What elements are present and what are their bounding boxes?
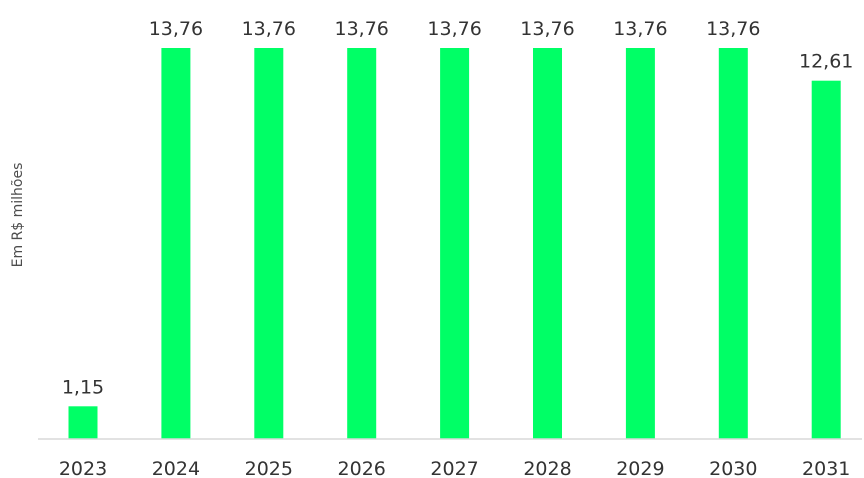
- bar-2024: [161, 48, 191, 439]
- x-tick-label-2023: 2023: [59, 458, 107, 478]
- bars-layer: [68, 48, 841, 439]
- data-label-2024: 13,76: [149, 18, 203, 40]
- bar-2025: [254, 48, 284, 439]
- y-axis-title: Em R$ milhões: [10, 163, 26, 268]
- x-tick-label-2027: 2027: [430, 458, 478, 478]
- x-tick-label-2026: 2026: [338, 458, 386, 478]
- data-label-2025: 13,76: [242, 18, 296, 40]
- labels-layer: 1,15 13,76 13,76 13,76 13,76 13,76 13,76 13,76 1…: [62, 18, 854, 398]
- data-label-2029: 13,76: [613, 18, 667, 40]
- x-tick-label-2030: 2030: [709, 458, 757, 478]
- data-label-2026: 13,76: [334, 18, 388, 40]
- data-label-2028: 13,76: [520, 18, 574, 40]
- bar-2026: [347, 48, 377, 439]
- bar-2028: [533, 48, 562, 439]
- data-label-2030: 13,76: [706, 18, 760, 40]
- data-label-2027: 13,76: [427, 18, 481, 40]
- data-label-2023: 1,15: [62, 376, 104, 398]
- bar-2029: [625, 48, 655, 439]
- bar-2023: [68, 406, 98, 439]
- x-tick-labels: 2023 2024 2025 2026 2027 2028 2029 2030 2031: [59, 458, 851, 478]
- x-tick-label-2029: 2029: [616, 458, 664, 478]
- x-tick-label-2031: 2031: [802, 458, 850, 478]
- x-tick-label-2024: 2024: [152, 458, 200, 478]
- bar-2027: [440, 48, 470, 439]
- x-tick-label-2025: 2025: [245, 458, 293, 478]
- bar-2031: [811, 80, 841, 439]
- bar-2030: [718, 48, 748, 439]
- x-tick-label-2028: 2028: [523, 458, 571, 478]
- data-label-2031: 12,61: [799, 51, 853, 73]
